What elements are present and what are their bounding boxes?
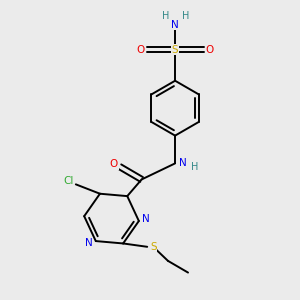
Text: N: N <box>142 214 149 224</box>
Text: N: N <box>85 238 93 248</box>
Text: H: H <box>182 11 190 21</box>
Text: H: H <box>162 11 169 21</box>
Text: H: H <box>191 162 198 172</box>
Text: N: N <box>171 20 179 29</box>
Text: S: S <box>172 45 178 55</box>
Text: N: N <box>178 158 186 168</box>
Text: S: S <box>150 242 157 252</box>
Text: O: O <box>136 45 145 55</box>
Text: O: O <box>110 159 118 169</box>
Text: O: O <box>206 45 214 55</box>
Text: Cl: Cl <box>63 176 74 186</box>
